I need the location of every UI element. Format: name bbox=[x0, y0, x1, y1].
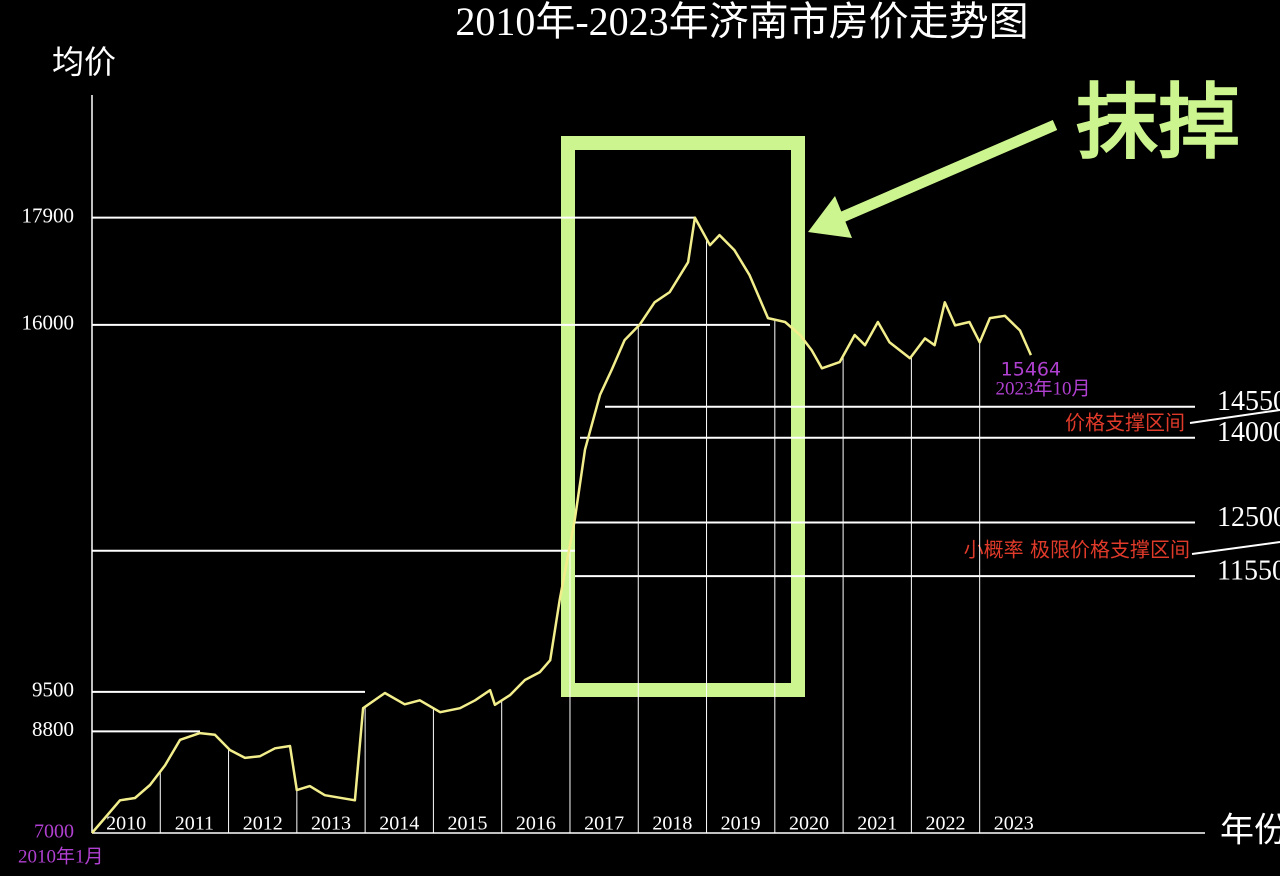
annotation: 抹掉 bbox=[1076, 75, 1240, 170]
x-tick-label: 2015 bbox=[448, 813, 488, 835]
x-tick-label: 2020 bbox=[789, 813, 829, 835]
y-tick-label: 9500 bbox=[32, 678, 74, 702]
start-value: 7000 bbox=[34, 821, 74, 843]
x-tick-label: 2014 bbox=[379, 813, 419, 835]
y-tick-label: 8800 bbox=[32, 717, 74, 741]
y-tick-label: 16000 bbox=[22, 311, 75, 335]
end-value: 15464 bbox=[1001, 359, 1061, 381]
support-label: 价格支撑区间 bbox=[1065, 411, 1185, 435]
support-value: 14550 bbox=[1217, 386, 1280, 417]
extreme-support-label: 小概率 极限价格支撑区间 bbox=[964, 538, 1190, 562]
support-value: 12500 bbox=[1217, 502, 1280, 533]
x-tick-label: 2018 bbox=[652, 813, 692, 835]
x-tick-label: 2017 bbox=[584, 813, 624, 835]
pointer-line bbox=[1189, 409, 1280, 424]
x-tick-label: 2019 bbox=[721, 813, 761, 835]
x-tick-label: 2013 bbox=[311, 813, 351, 835]
x-tick-label: 2012 bbox=[243, 813, 283, 835]
y-tick-label: 17900 bbox=[22, 203, 75, 227]
x-tick-label: 2022 bbox=[926, 813, 966, 835]
price-line bbox=[91, 216, 1033, 834]
x-tick-label: 2023 bbox=[994, 813, 1034, 835]
start-date: 2010年1月 bbox=[18, 845, 104, 867]
pointer-line bbox=[1191, 541, 1280, 555]
end-date: 2023年10月 bbox=[995, 377, 1090, 399]
x-tick-label: 2016 bbox=[516, 813, 556, 835]
chart-title: 2010年-2023年济南市房价走势图 bbox=[455, 0, 1028, 44]
arrow-shaft bbox=[837, 119, 1058, 224]
x-tick-label: 2010 bbox=[106, 813, 146, 835]
y-axis-label: 均价 bbox=[52, 43, 116, 81]
x-tick-label: 2021 bbox=[857, 813, 897, 835]
x-tick-label: 2011 bbox=[175, 813, 214, 835]
highlight: 抹掉 bbox=[561, 75, 1240, 697]
support-value: 14000 bbox=[1217, 417, 1280, 448]
arrow-head bbox=[808, 196, 852, 238]
x-axis-label: 年份 bbox=[1220, 811, 1280, 851]
support-value: 11550 bbox=[1217, 556, 1280, 587]
highlight-box bbox=[561, 136, 805, 697]
